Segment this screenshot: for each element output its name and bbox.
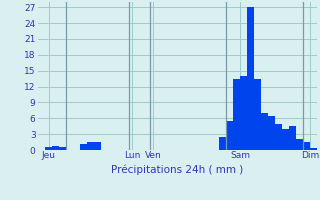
Bar	[289, 126, 296, 150]
Bar	[94, 142, 101, 150]
Bar	[282, 129, 289, 150]
Bar	[52, 146, 59, 150]
Bar	[310, 148, 317, 150]
Bar	[87, 142, 94, 150]
Bar	[240, 76, 247, 150]
Bar	[261, 113, 268, 150]
Bar	[303, 142, 310, 150]
Bar	[233, 79, 240, 150]
Bar	[80, 144, 87, 150]
Bar	[226, 121, 233, 150]
Bar	[254, 79, 261, 150]
Bar	[296, 139, 303, 150]
X-axis label: Précipitations 24h ( mm ): Précipitations 24h ( mm )	[111, 165, 244, 175]
Bar	[268, 116, 275, 150]
Bar	[45, 147, 52, 150]
Bar	[247, 7, 254, 150]
Bar	[59, 147, 66, 150]
Bar	[220, 137, 226, 150]
Bar	[275, 124, 282, 150]
